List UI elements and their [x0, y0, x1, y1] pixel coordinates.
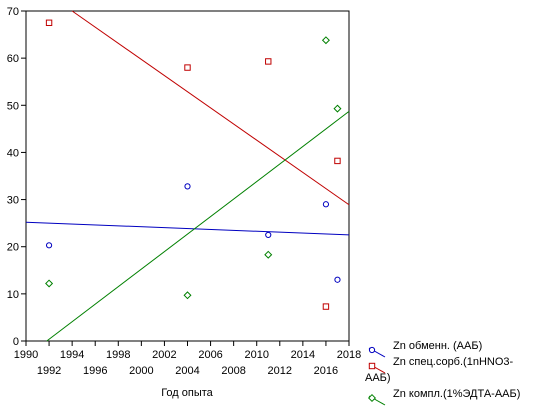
data-point — [265, 58, 272, 65]
data-point — [321, 36, 330, 45]
data-point — [45, 279, 54, 288]
data-markers — [45, 19, 342, 310]
x-tick-label: 2010 — [244, 349, 268, 361]
y-tick-label: 70 — [7, 6, 19, 18]
x-tick-label: 2006 — [198, 349, 222, 361]
fit-line — [71, 10, 350, 206]
x-tick-label: 2002 — [152, 349, 176, 361]
fit-line — [25, 221, 350, 236]
data-point — [264, 250, 273, 259]
legend-swatch-marker — [367, 393, 377, 403]
data-point — [184, 64, 191, 71]
fit-lines — [25, 10, 350, 342]
data-point — [333, 104, 342, 113]
data-point — [322, 303, 330, 310]
y-tick-label: 20 — [7, 242, 19, 254]
x-tick-label: 2018 — [337, 349, 361, 361]
legend: Zn обменн. (ААБ) Zn спец.сорб.(1nHNO3-ААБ… — [365, 340, 520, 406]
x-tick-label: 2016 — [314, 365, 338, 377]
data-point — [45, 242, 53, 249]
data-point — [334, 276, 341, 283]
x-axis-title: Год опыта — [161, 387, 213, 399]
x-tick-label: 1992 — [37, 365, 61, 377]
x-tick-label: 2008 — [221, 365, 245, 377]
legend-swatch-marker — [368, 346, 376, 354]
x-tick-label: 2012 — [268, 365, 292, 377]
legend-label: Zn компл.(1%ЭДТА-ААБ) — [393, 388, 520, 400]
legend-label: Zn спец.сорб.(1nHNO3- — [393, 356, 513, 368]
x-axis: 1990 1994 1998 2002 2006 2010 2014 2018 1992 1996… — [14, 341, 361, 377]
y-tick-label: 10 — [7, 289, 19, 301]
x-tick-label: 1996 — [83, 365, 107, 377]
y-tick-label: 30 — [7, 195, 19, 207]
data-point — [334, 157, 341, 165]
data-point — [322, 201, 330, 208]
x-tick-label: 2004 — [175, 365, 199, 377]
y-tick-label: 60 — [7, 53, 19, 65]
x-tick-label: 1998 — [106, 349, 130, 361]
y-tick-label: 0 — [13, 336, 19, 348]
y-tick-label: 40 — [7, 147, 19, 159]
x-tick-label: 2000 — [129, 365, 153, 377]
x-tick-label: 1994 — [60, 349, 84, 361]
y-tick-label: 50 — [7, 100, 19, 112]
data-point — [183, 291, 192, 300]
data-point — [45, 19, 53, 26]
x-tick-label: 1990 — [14, 349, 38, 361]
legend-label-cont: ААБ) — [365, 372, 391, 384]
data-point — [184, 183, 191, 190]
legend-swatch-marker — [368, 362, 376, 370]
y-axis: 0 10 20 30 40 50 60 70 — [7, 6, 26, 348]
legend-label: Zn обменн. (ААБ) — [393, 340, 482, 352]
fit-line — [46, 111, 350, 342]
x-tick-label: 2014 — [291, 349, 315, 361]
data-point — [265, 231, 272, 239]
